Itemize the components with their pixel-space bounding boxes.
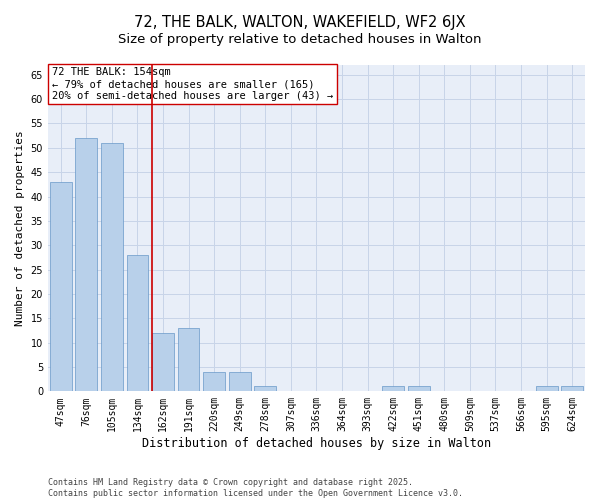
Bar	[408, 386, 430, 392]
Text: Contains HM Land Registry data © Crown copyright and database right 2025.
Contai: Contains HM Land Registry data © Crown c…	[48, 478, 463, 498]
Text: 72 THE BALK: 154sqm
← 79% of detached houses are smaller (165)
20% of semi-detac: 72 THE BALK: 154sqm ← 79% of detached ho…	[52, 68, 333, 100]
Bar	[536, 386, 557, 392]
Bar	[254, 386, 276, 392]
Bar	[382, 386, 404, 392]
Bar	[203, 372, 225, 392]
Text: 72, THE BALK, WALTON, WAKEFIELD, WF2 6JX: 72, THE BALK, WALTON, WAKEFIELD, WF2 6JX	[134, 15, 466, 30]
Bar	[152, 333, 174, 392]
Text: Size of property relative to detached houses in Walton: Size of property relative to detached ho…	[118, 32, 482, 46]
Bar	[229, 372, 251, 392]
Bar	[562, 386, 583, 392]
Y-axis label: Number of detached properties: Number of detached properties	[15, 130, 25, 326]
Bar	[76, 138, 97, 392]
Bar	[178, 328, 199, 392]
Bar	[127, 255, 148, 392]
Bar	[101, 143, 123, 392]
Bar	[50, 182, 71, 392]
X-axis label: Distribution of detached houses by size in Walton: Distribution of detached houses by size …	[142, 437, 491, 450]
